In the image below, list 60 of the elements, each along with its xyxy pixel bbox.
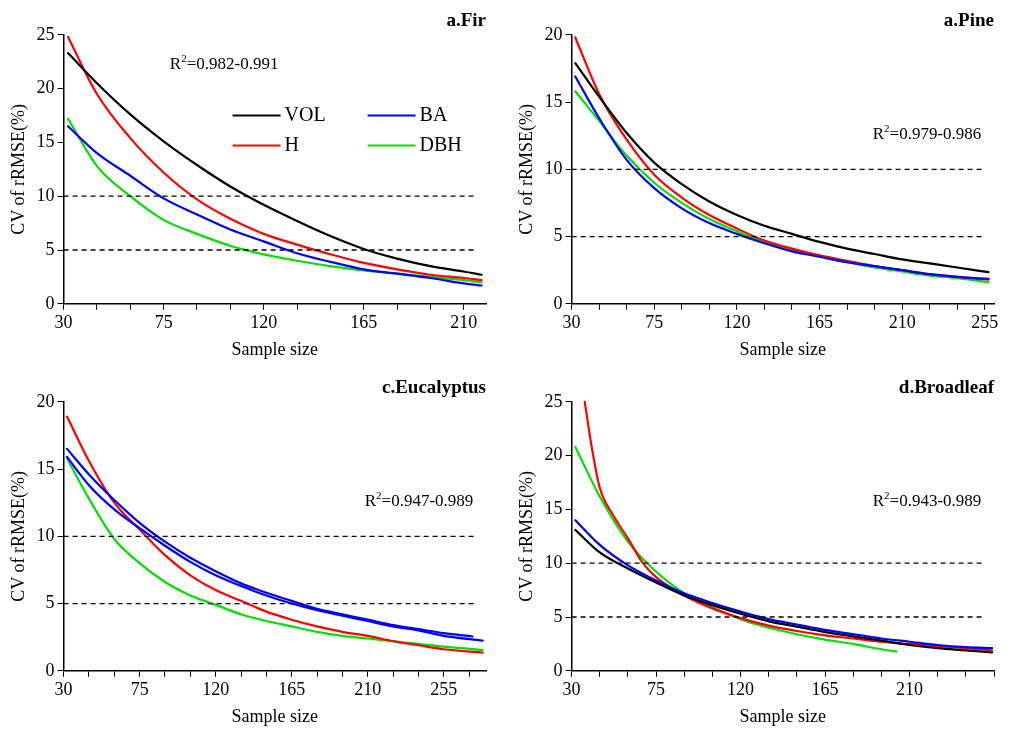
x-axis-title: Sample size (739, 338, 827, 359)
y-tick-label: 0 (553, 292, 563, 313)
x-tick-label: 75 (645, 312, 664, 333)
x-tick-label: 255 (430, 679, 458, 700)
x-axis-title: Sample size (231, 705, 319, 726)
y-tick-label: 15 (36, 457, 55, 478)
x-tick-label: 210 (888, 312, 916, 333)
y-tick-label: 0 (45, 292, 55, 313)
y-tick-label: 25 (36, 23, 55, 44)
y-axis-title: CV of rRMSE(%) (7, 470, 29, 602)
y-tick-label: 15 (544, 90, 563, 111)
y-axis-title: CV of rRMSE(%) (515, 103, 537, 235)
chart-title: a.Pine (943, 9, 994, 31)
chart-title: c.Eucalyptus (382, 376, 486, 398)
y-tick-label: 20 (544, 23, 563, 44)
legend-label: BA (419, 102, 448, 125)
y-tick-label: 25 (544, 390, 563, 411)
y-tick-label: 20 (544, 444, 563, 465)
x-tick-label: 210 (354, 679, 382, 700)
y-axis-title: CV of rRMSE(%) (515, 470, 537, 602)
x-tick-label: 165 (806, 312, 834, 333)
chart-title: d.Broadleaf (898, 376, 995, 398)
y-tick-label: 10 (36, 525, 55, 546)
y-tick-label: 10 (544, 158, 563, 179)
y-tick-label: 20 (36, 390, 55, 411)
x-tick-label: 120 (202, 679, 230, 700)
x-tick-label: 210 (450, 312, 478, 333)
y-tick-label: 5 (45, 238, 55, 259)
y-tick-label: 5 (553, 605, 563, 626)
x-tick-label: 30 (54, 312, 73, 333)
chart-title: a.Fir (446, 9, 487, 31)
legend-label: VOL (284, 102, 326, 125)
y-tick-label: 10 (36, 184, 55, 205)
x-tick-label: 75 (154, 312, 173, 333)
x-axis-title: Sample size (739, 705, 827, 726)
y-tick-label: 15 (544, 498, 563, 519)
legend-label: DBH (419, 132, 462, 155)
x-tick-label: 30 (54, 679, 73, 700)
y-tick-label: 10 (544, 551, 563, 572)
legend-label: H (284, 132, 300, 155)
x-tick-label: 120 (250, 312, 278, 333)
y-tick-label: 5 (45, 592, 55, 613)
y-tick-label: 20 (36, 77, 55, 98)
y-tick-label: 15 (36, 131, 55, 152)
x-tick-label: 165 (811, 679, 839, 700)
x-tick-label: 165 (278, 679, 306, 700)
x-tick-label: 165 (350, 312, 378, 333)
x-axis-title: Sample size (231, 338, 319, 359)
x-tick-label: 120 (727, 679, 755, 700)
y-tick-label: 0 (553, 659, 563, 680)
x-tick-label: 75 (130, 679, 149, 700)
x-tick-label: 120 (723, 312, 751, 333)
y-tick-label: 5 (553, 225, 563, 246)
x-tick-label: 30 (562, 312, 581, 333)
y-tick-label: 0 (45, 659, 55, 680)
x-tick-label: 30 (562, 679, 581, 700)
x-tick-label: 210 (896, 679, 924, 700)
y-axis-title: CV of rRMSE(%) (7, 103, 29, 235)
x-tick-label: 255 (971, 312, 999, 333)
x-tick-label: 75 (647, 679, 666, 700)
